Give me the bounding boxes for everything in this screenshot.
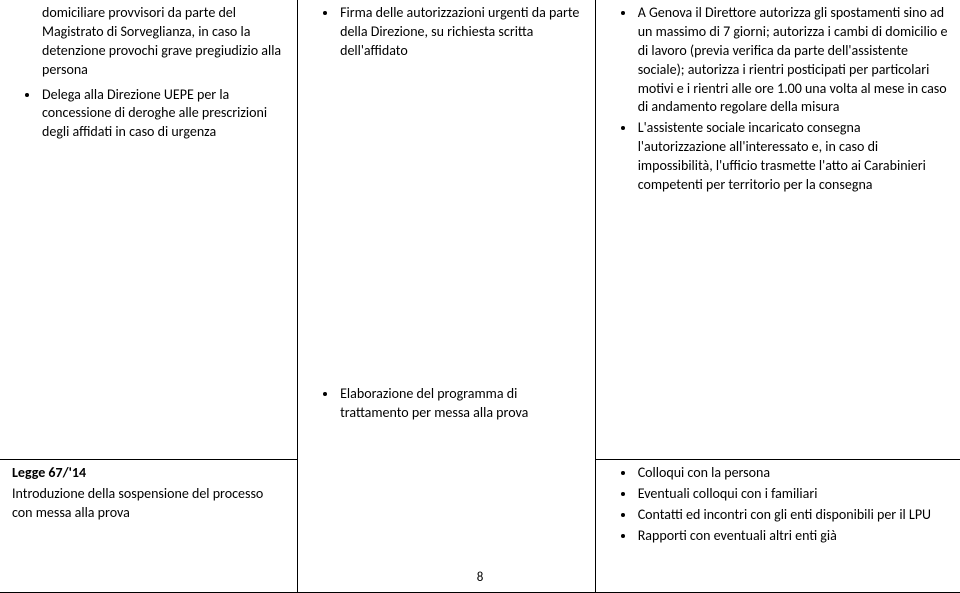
col2-bullet-1: Firma delle autorizzazioni urgenti da pa… — [338, 4, 583, 61]
col1-bullet-2: Delega alla Direzione UEPE per la conces… — [40, 86, 285, 143]
col2-bullet-2: Elaborazione del programma di trattament… — [338, 385, 583, 423]
col3-row2-b2: Eventuali colloqui con i familiari — [636, 485, 948, 504]
col1-cont-item: domiciliare provvisori da parte del Magi… — [40, 4, 285, 80]
col1-continuation-list: domiciliare provvisori da parte del Magi… — [12, 4, 285, 80]
col3-bullet-2: L'assistente sociale incaricato consegna… — [636, 119, 948, 195]
col3-row2-bullet-list: Colloqui con la persona Eventuali colloq… — [608, 464, 948, 546]
col3-bullet-list: A Genova il Direttore autorizza gli spos… — [608, 4, 948, 195]
col2-bullet-list-1: Firma delle autorizzazioni urgenti da pa… — [310, 4, 583, 61]
page-number: 8 — [0, 569, 960, 587]
page: domiciliare provvisori da parte del Magi… — [0, 0, 960, 593]
col3-row2-b3: Contatti ed incontri con gli enti dispon… — [636, 506, 948, 525]
law-desc: Introduzione della sospensione del proce… — [12, 485, 285, 523]
col3-bullet-1: A Genova il Direttore autorizza gli spos… — [636, 4, 948, 117]
cell-col1-row1: domiciliare provvisori da parte del Magi… — [0, 0, 298, 460]
col1-bullet-list: Delega alla Direzione UEPE per la conces… — [12, 86, 285, 143]
col3-row2-b4: Rapporti con eventuali altri enti già — [636, 527, 948, 546]
content-table: domiciliare provvisori da parte del Magi… — [0, 0, 960, 593]
col2-spacer — [310, 75, 583, 385]
col3-row2-b1: Colloqui con la persona — [636, 464, 948, 483]
law-title: Legge 67/'14 — [12, 464, 86, 481]
cell-col3-row1: A Genova il Direttore autorizza gli spos… — [595, 0, 960, 460]
col2-bullet-list-2: Elaborazione del programma di trattament… — [310, 385, 583, 423]
cell-col2: Firma delle autorizzazioni urgenti da pa… — [298, 0, 596, 593]
